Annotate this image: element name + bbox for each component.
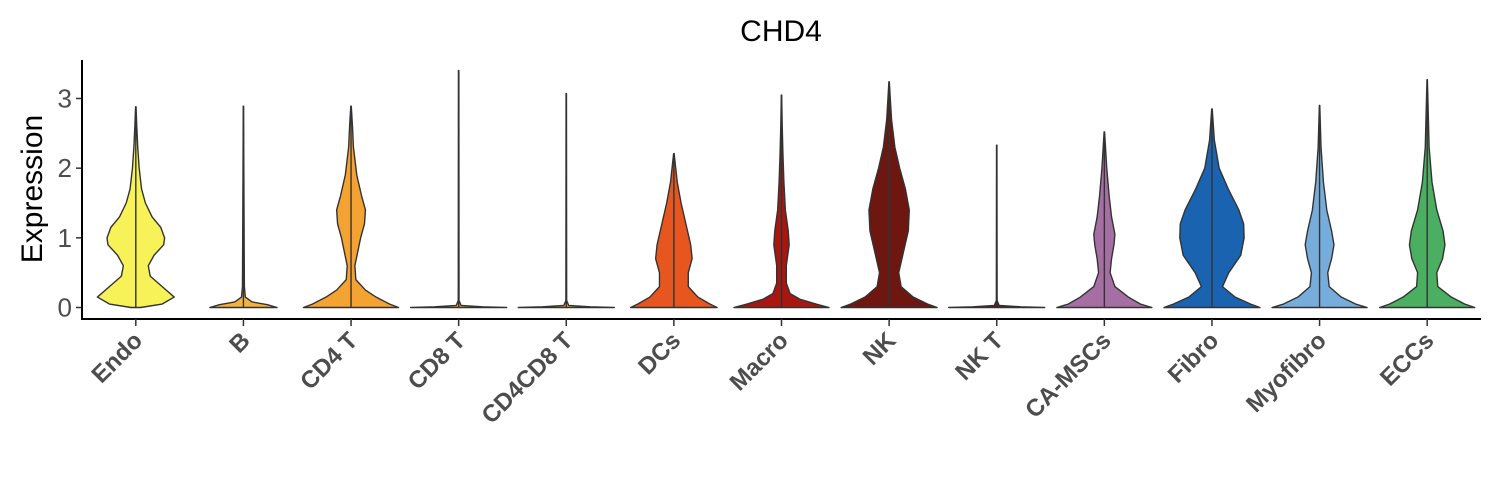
y-tick-label: 0 [58, 293, 72, 323]
x-tick-label: ECCs [1375, 327, 1439, 391]
x-tick-label: NK [858, 327, 902, 371]
x-tick-label: CD4CD8 T [476, 327, 578, 429]
x-tick-label: B [224, 327, 255, 358]
y-tick-label: 1 [58, 223, 72, 253]
x-tick-label: Myofibro [1241, 327, 1332, 418]
x-tick-label: Fibro [1163, 327, 1225, 389]
y-axis-label: Expression [16, 115, 49, 263]
x-tick-label: Macro [725, 327, 794, 396]
x-tick-label: DCs [633, 327, 686, 380]
x-tick-label: Endo [87, 327, 149, 389]
x-tick-label: CD8 T [403, 327, 471, 395]
y-tick-label: 3 [58, 84, 72, 114]
y-axis-ticks: 0 1 2 3 [58, 84, 82, 323]
x-axis-ticks: Endo B CD4 T CD8 T CD4CD8 T DCs Macro NK NK T CA-… [87, 319, 1439, 429]
violins [96, 69, 1476, 309]
chart-title: CHD4 [740, 15, 822, 48]
x-tick-label: CD4 T [295, 327, 363, 395]
y-tick-label: 2 [58, 153, 72, 183]
x-tick-label: CA-MSCs [1020, 327, 1116, 423]
x-tick-label: NK T [950, 327, 1009, 386]
